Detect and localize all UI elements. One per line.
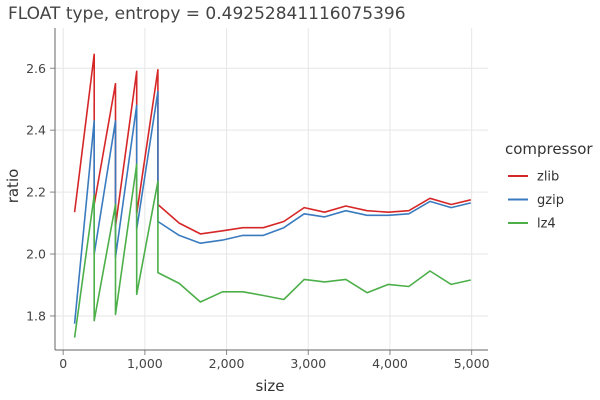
y-axis-label: ratio <box>4 169 22 204</box>
grid <box>55 28 488 350</box>
axes: 0 1,000 2,000 3,000 4,000 5,000 1.8 2.0 2.2 2.4 2.… <box>26 28 490 371</box>
x-axis-label: size <box>255 377 284 395</box>
x-tick-label: 0 <box>59 356 67 371</box>
x-tick-label: 4,000 <box>372 356 408 371</box>
y-tick-label: 2.6 <box>26 61 46 76</box>
x-tick-label: 1,000 <box>127 356 163 371</box>
x-tick-label: 2,000 <box>209 356 245 371</box>
x-tick-label: 5,000 <box>454 356 490 371</box>
series-line-zlib <box>73 53 471 235</box>
chart-title: FLOAT type, entropy = 0.4925284111607539… <box>8 4 406 24</box>
series-lines <box>73 53 471 338</box>
legend-title: compressor <box>505 140 593 158</box>
legend-label-zlib: zlib <box>537 170 559 185</box>
legend: compressor zlib gzip lz4 <box>505 140 593 232</box>
y-tick-label: 2.2 <box>26 185 46 200</box>
legend-label-lz4: lz4 <box>537 217 556 232</box>
y-tick-label: 2.0 <box>26 247 46 262</box>
legend-label-gzip: gzip <box>537 193 564 208</box>
series-line-gzip <box>73 90 471 324</box>
x-tick-label: 3,000 <box>290 356 326 371</box>
series-line-lz4 <box>73 163 471 338</box>
y-tick-label: 1.8 <box>26 308 46 323</box>
y-tick-label: 2.4 <box>26 123 46 138</box>
